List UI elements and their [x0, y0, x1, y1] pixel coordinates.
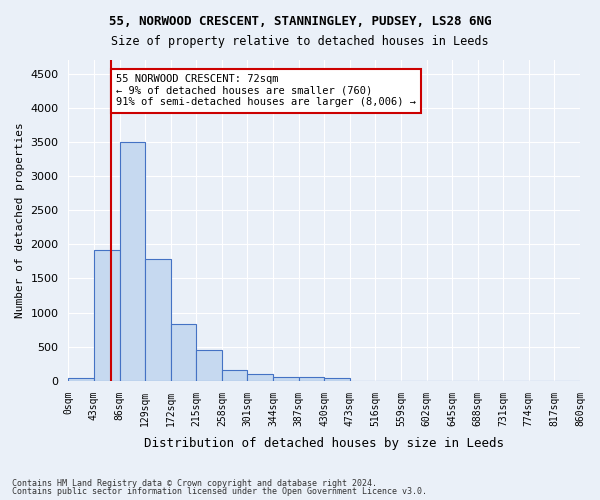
X-axis label: Distribution of detached houses by size in Leeds: Distribution of detached houses by size … [144, 437, 504, 450]
Bar [299, 377, 324, 381]
Text: Size of property relative to detached houses in Leeds: Size of property relative to detached ho… [111, 35, 489, 48]
Bar [119, 142, 145, 381]
Bar [324, 378, 350, 381]
Text: 55, NORWOOD CRESCENT, STANNINGLEY, PUDSEY, LS28 6NG: 55, NORWOOD CRESCENT, STANNINGLEY, PUDSE… [109, 15, 491, 28]
Text: Contains public sector information licensed under the Open Government Licence v3: Contains public sector information licen… [12, 487, 427, 496]
Bar [196, 350, 222, 381]
Bar [171, 324, 196, 381]
Bar [145, 258, 171, 381]
Bar [273, 377, 299, 381]
Bar [94, 250, 119, 381]
Bar [68, 378, 94, 381]
Y-axis label: Number of detached properties: Number of detached properties [15, 122, 25, 318]
Bar [222, 370, 247, 381]
Text: 55 NORWOOD CRESCENT: 72sqm
← 9% of detached houses are smaller (760)
91% of semi: 55 NORWOOD CRESCENT: 72sqm ← 9% of detac… [116, 74, 416, 108]
Text: Contains HM Land Registry data © Crown copyright and database right 2024.: Contains HM Land Registry data © Crown c… [12, 478, 377, 488]
Bar [247, 374, 273, 381]
